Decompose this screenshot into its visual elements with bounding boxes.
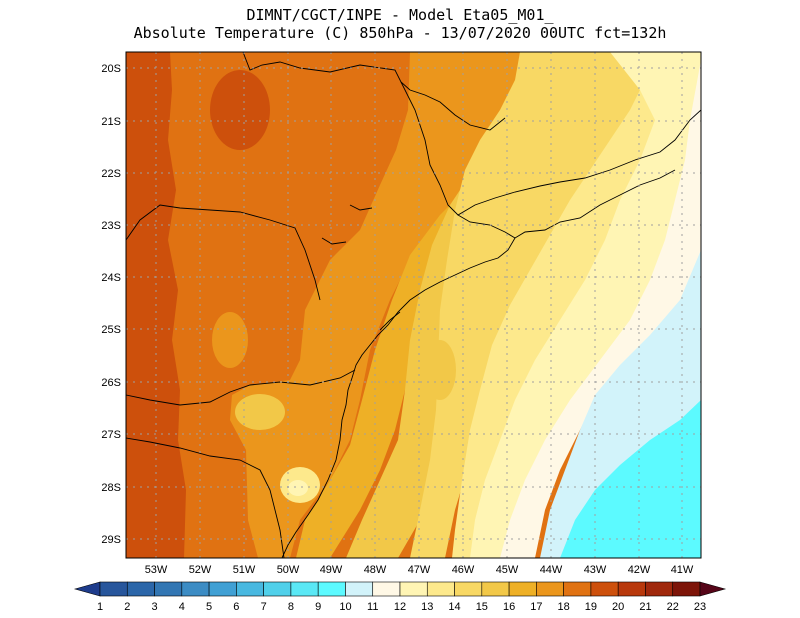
colorbar-label: 7 bbox=[261, 601, 267, 613]
colorbar-label: 10 bbox=[339, 601, 351, 613]
colorbar-label: 4 bbox=[179, 601, 185, 613]
lon-label: 51W bbox=[233, 564, 256, 576]
colorbar-label: 8 bbox=[288, 601, 294, 613]
colorbar-swatch bbox=[372, 581, 401, 597]
lon-label: 53W bbox=[145, 564, 168, 576]
colorbar-swatch bbox=[399, 581, 428, 597]
lon-label: 42W bbox=[628, 564, 651, 576]
colorbar-swatch bbox=[126, 581, 155, 597]
lat-label: 28S bbox=[101, 482, 121, 494]
colorbar-label: 2 bbox=[124, 601, 130, 613]
colorbar-swatch bbox=[236, 581, 264, 597]
lat-label: 20S bbox=[101, 63, 121, 75]
colorbar-swatch bbox=[290, 581, 319, 597]
colorbar-swatch bbox=[208, 581, 237, 597]
lon-label: 50W bbox=[277, 564, 300, 576]
grid-lines bbox=[126, 52, 701, 558]
lon-label: 52W bbox=[189, 564, 212, 576]
lat-label: 21S bbox=[101, 116, 121, 128]
colorbar-swatch bbox=[426, 581, 455, 597]
colorbar-swatch bbox=[645, 581, 674, 597]
colorbar-swatch bbox=[263, 581, 292, 597]
colorbar-label: 21 bbox=[639, 601, 651, 613]
map-title-line-1: DIMNT/CGCT/INPE - Model Eta05_M01_ bbox=[246, 6, 554, 24]
lon-label: 45W bbox=[496, 564, 519, 576]
colorbar-swatch bbox=[508, 581, 537, 597]
colorbar-arrow-high bbox=[699, 581, 727, 597]
colorbar-label: 18 bbox=[558, 601, 570, 613]
lat-label: 29S bbox=[101, 534, 121, 546]
colorbar-label: 9 bbox=[315, 601, 321, 613]
colorbar-swatch bbox=[481, 581, 510, 597]
map-frame bbox=[125, 51, 702, 559]
lon-label: 41W bbox=[671, 564, 694, 576]
colorbar-swatch bbox=[181, 581, 210, 597]
coastline-and-borders bbox=[126, 52, 701, 558]
colorbar-label: 19 bbox=[585, 601, 597, 613]
colorbar-label: 11 bbox=[367, 601, 378, 613]
colorbar-swatch bbox=[590, 581, 619, 597]
colorbar-label: 17 bbox=[530, 601, 542, 613]
colorbar-label: 22 bbox=[667, 601, 679, 613]
colorbar-label: 14 bbox=[448, 601, 460, 613]
lon-label: 49W bbox=[320, 564, 343, 576]
colorbar-label: 16 bbox=[503, 601, 515, 613]
lon-label: 48W bbox=[364, 564, 387, 576]
temperature-field bbox=[126, 52, 701, 558]
colorbar-label: 20 bbox=[612, 601, 624, 613]
colorbar-swatch bbox=[563, 581, 592, 597]
colorbar-label: 12 bbox=[394, 601, 406, 613]
longitude-labels: 53W 52W 51W 50W 49W 48W 47W 46W 45W 44W … bbox=[145, 564, 694, 576]
colorbar-label: 6 bbox=[233, 601, 239, 613]
colorbar-swatch bbox=[154, 581, 183, 597]
latitude-labels: 20S 21S 22S 23S 24S 25S 26S 27S 28S 29S bbox=[101, 63, 121, 546]
lon-label: 44W bbox=[540, 564, 563, 576]
lat-label: 27S bbox=[101, 429, 121, 441]
colorbar-label: 3 bbox=[151, 601, 157, 613]
lon-label: 43W bbox=[584, 564, 607, 576]
colorbar-swatch bbox=[317, 581, 346, 597]
colorbar-label: 15 bbox=[476, 601, 488, 613]
colorbar-label: 5 bbox=[206, 601, 212, 613]
lat-label: 25S bbox=[101, 324, 121, 336]
colorbar-swatch bbox=[345, 581, 374, 597]
colorbar bbox=[73, 581, 727, 597]
colorbar-labels: 1 2 3 4 5 6 7 8 9 10 11 12 13 14 15 16 1… bbox=[97, 601, 706, 613]
map-title-line-2: Absolute Temperature (C) 850hPa - 13/07/… bbox=[133, 24, 667, 42]
lat-label: 22S bbox=[101, 168, 121, 180]
colorbar-swatch bbox=[617, 581, 646, 597]
lon-label: 47W bbox=[408, 564, 431, 576]
lat-label: 24S bbox=[101, 272, 121, 284]
lon-label: 46W bbox=[452, 564, 475, 576]
colorbar-label: 1 bbox=[97, 601, 103, 613]
colorbar-swatch bbox=[454, 581, 483, 597]
lat-label: 23S bbox=[101, 220, 121, 232]
colorbar-swatch bbox=[99, 581, 128, 597]
colorbar-label: 23 bbox=[694, 601, 706, 613]
colorbar-swatch bbox=[672, 581, 701, 597]
lat-label: 26S bbox=[101, 377, 121, 389]
colorbar-swatch bbox=[536, 581, 564, 597]
colorbar-label: 13 bbox=[421, 601, 433, 613]
colorbar-arrow-low bbox=[73, 581, 101, 597]
